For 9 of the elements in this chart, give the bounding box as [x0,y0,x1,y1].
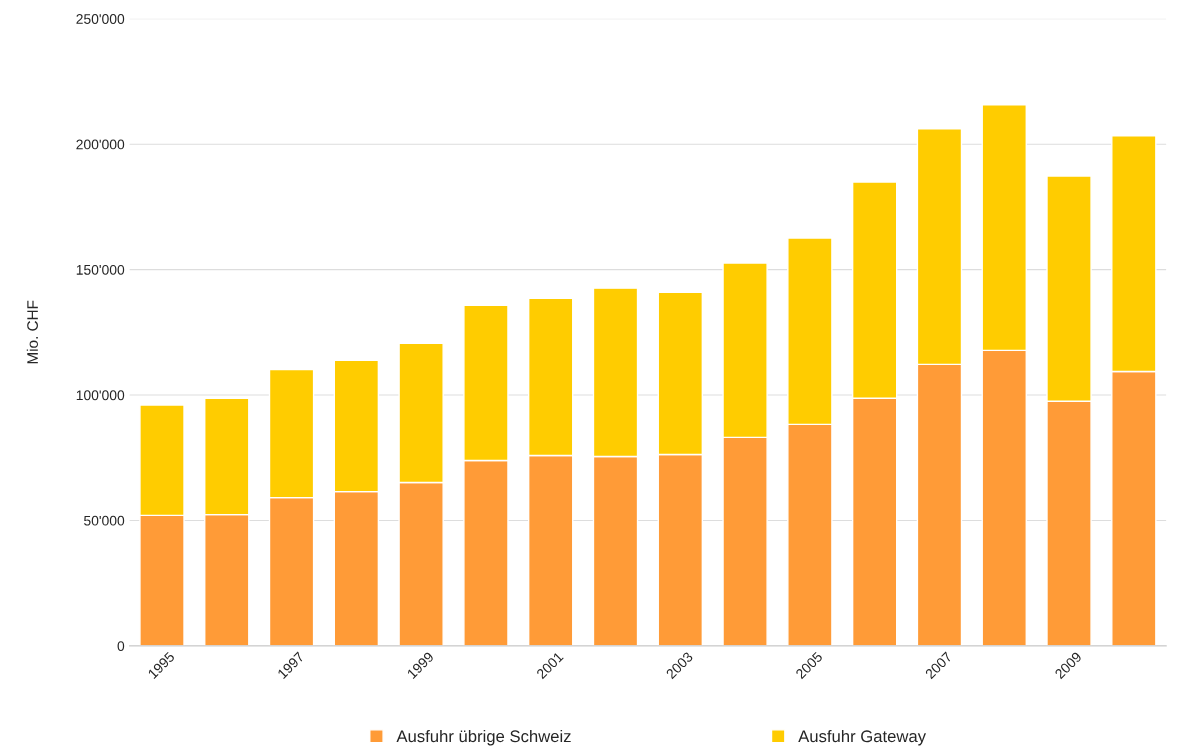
y-tick-label: 0 [117,641,125,652]
legend-label: Ausfuhr Gateway [798,729,926,746]
y-tick-label: 250'000 [76,14,125,24]
y-tick-label: 100'000 [76,390,125,401]
y-tick-label: 50'000 [84,515,125,526]
legend-label: Ausfuhr übrige Schweiz [396,729,571,746]
y-tick-label: 200'000 [76,139,125,150]
y-tick-label: 150'000 [76,264,125,275]
y-axis-title: Mio. CHF [26,300,38,364]
